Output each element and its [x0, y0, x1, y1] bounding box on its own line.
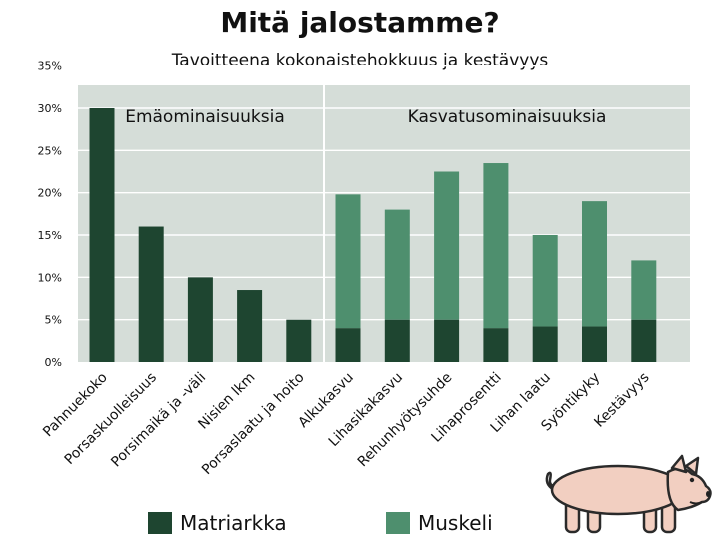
chart-title: Mitä jalostamme?	[220, 6, 500, 39]
x-tick-label: Porsaskuolleisuus	[62, 370, 160, 468]
bar-matriarkka-10	[582, 326, 607, 362]
legend-label-muskeli: Muskeli	[418, 511, 493, 535]
bar-muskeli-11	[631, 260, 657, 320]
bar-muskeli-10	[582, 201, 607, 327]
y-tick-label: 10%	[38, 271, 62, 284]
legend-swatch-muskeli	[386, 512, 410, 534]
bar-matriarkka-11	[631, 319, 657, 362]
y-tick-label: 20%	[38, 187, 62, 200]
bar-matriarkka-4	[286, 319, 312, 362]
bar-matriarkka-9	[532, 326, 558, 362]
legend-label-matriarkka: Matriarkka	[180, 511, 287, 535]
bar-muskeli-5	[335, 194, 361, 329]
bar-muskeli-8	[483, 163, 509, 329]
y-tick-label: 0%	[45, 356, 62, 369]
y-tick-label: 5%	[45, 314, 62, 327]
bar-matriarkka-2	[187, 277, 213, 362]
bar-matriarkka-6	[384, 319, 410, 362]
x-tick-label: Porsimaikä ja -väli	[108, 370, 209, 471]
legend-item-muskeli: Muskeli	[386, 511, 493, 535]
y-tick-label: 25%	[38, 144, 62, 157]
y-tick-label: 35%	[38, 60, 62, 73]
bar-matriarkka-1	[138, 226, 164, 362]
bar-matriarkka-3	[237, 290, 263, 362]
legend-item-matriarkka: Matriarkka	[148, 511, 287, 535]
legend-swatch-matriarkka	[148, 512, 172, 534]
y-tick-label: 15%	[38, 229, 62, 242]
x-tick-label: Rehunhyötysuhde	[355, 370, 456, 471]
bar-muskeli-6	[384, 209, 410, 320]
bar-matriarkka-5	[335, 328, 361, 362]
bar-muskeli-9	[532, 235, 558, 327]
group-label-emaominaisuuksia: Emäominaisuuksia	[125, 107, 285, 127]
group-label-kasvatusominaisuuksia: Kasvatusominaisuuksia	[408, 107, 607, 127]
bar-matriarkka-8	[483, 328, 509, 362]
y-tick-label: 30%	[38, 102, 62, 115]
bar-matriarkka-0	[89, 108, 115, 362]
bar-muskeli-7	[434, 171, 460, 320]
pig-icon	[545, 454, 712, 534]
bar-matriarkka-7	[434, 319, 460, 362]
